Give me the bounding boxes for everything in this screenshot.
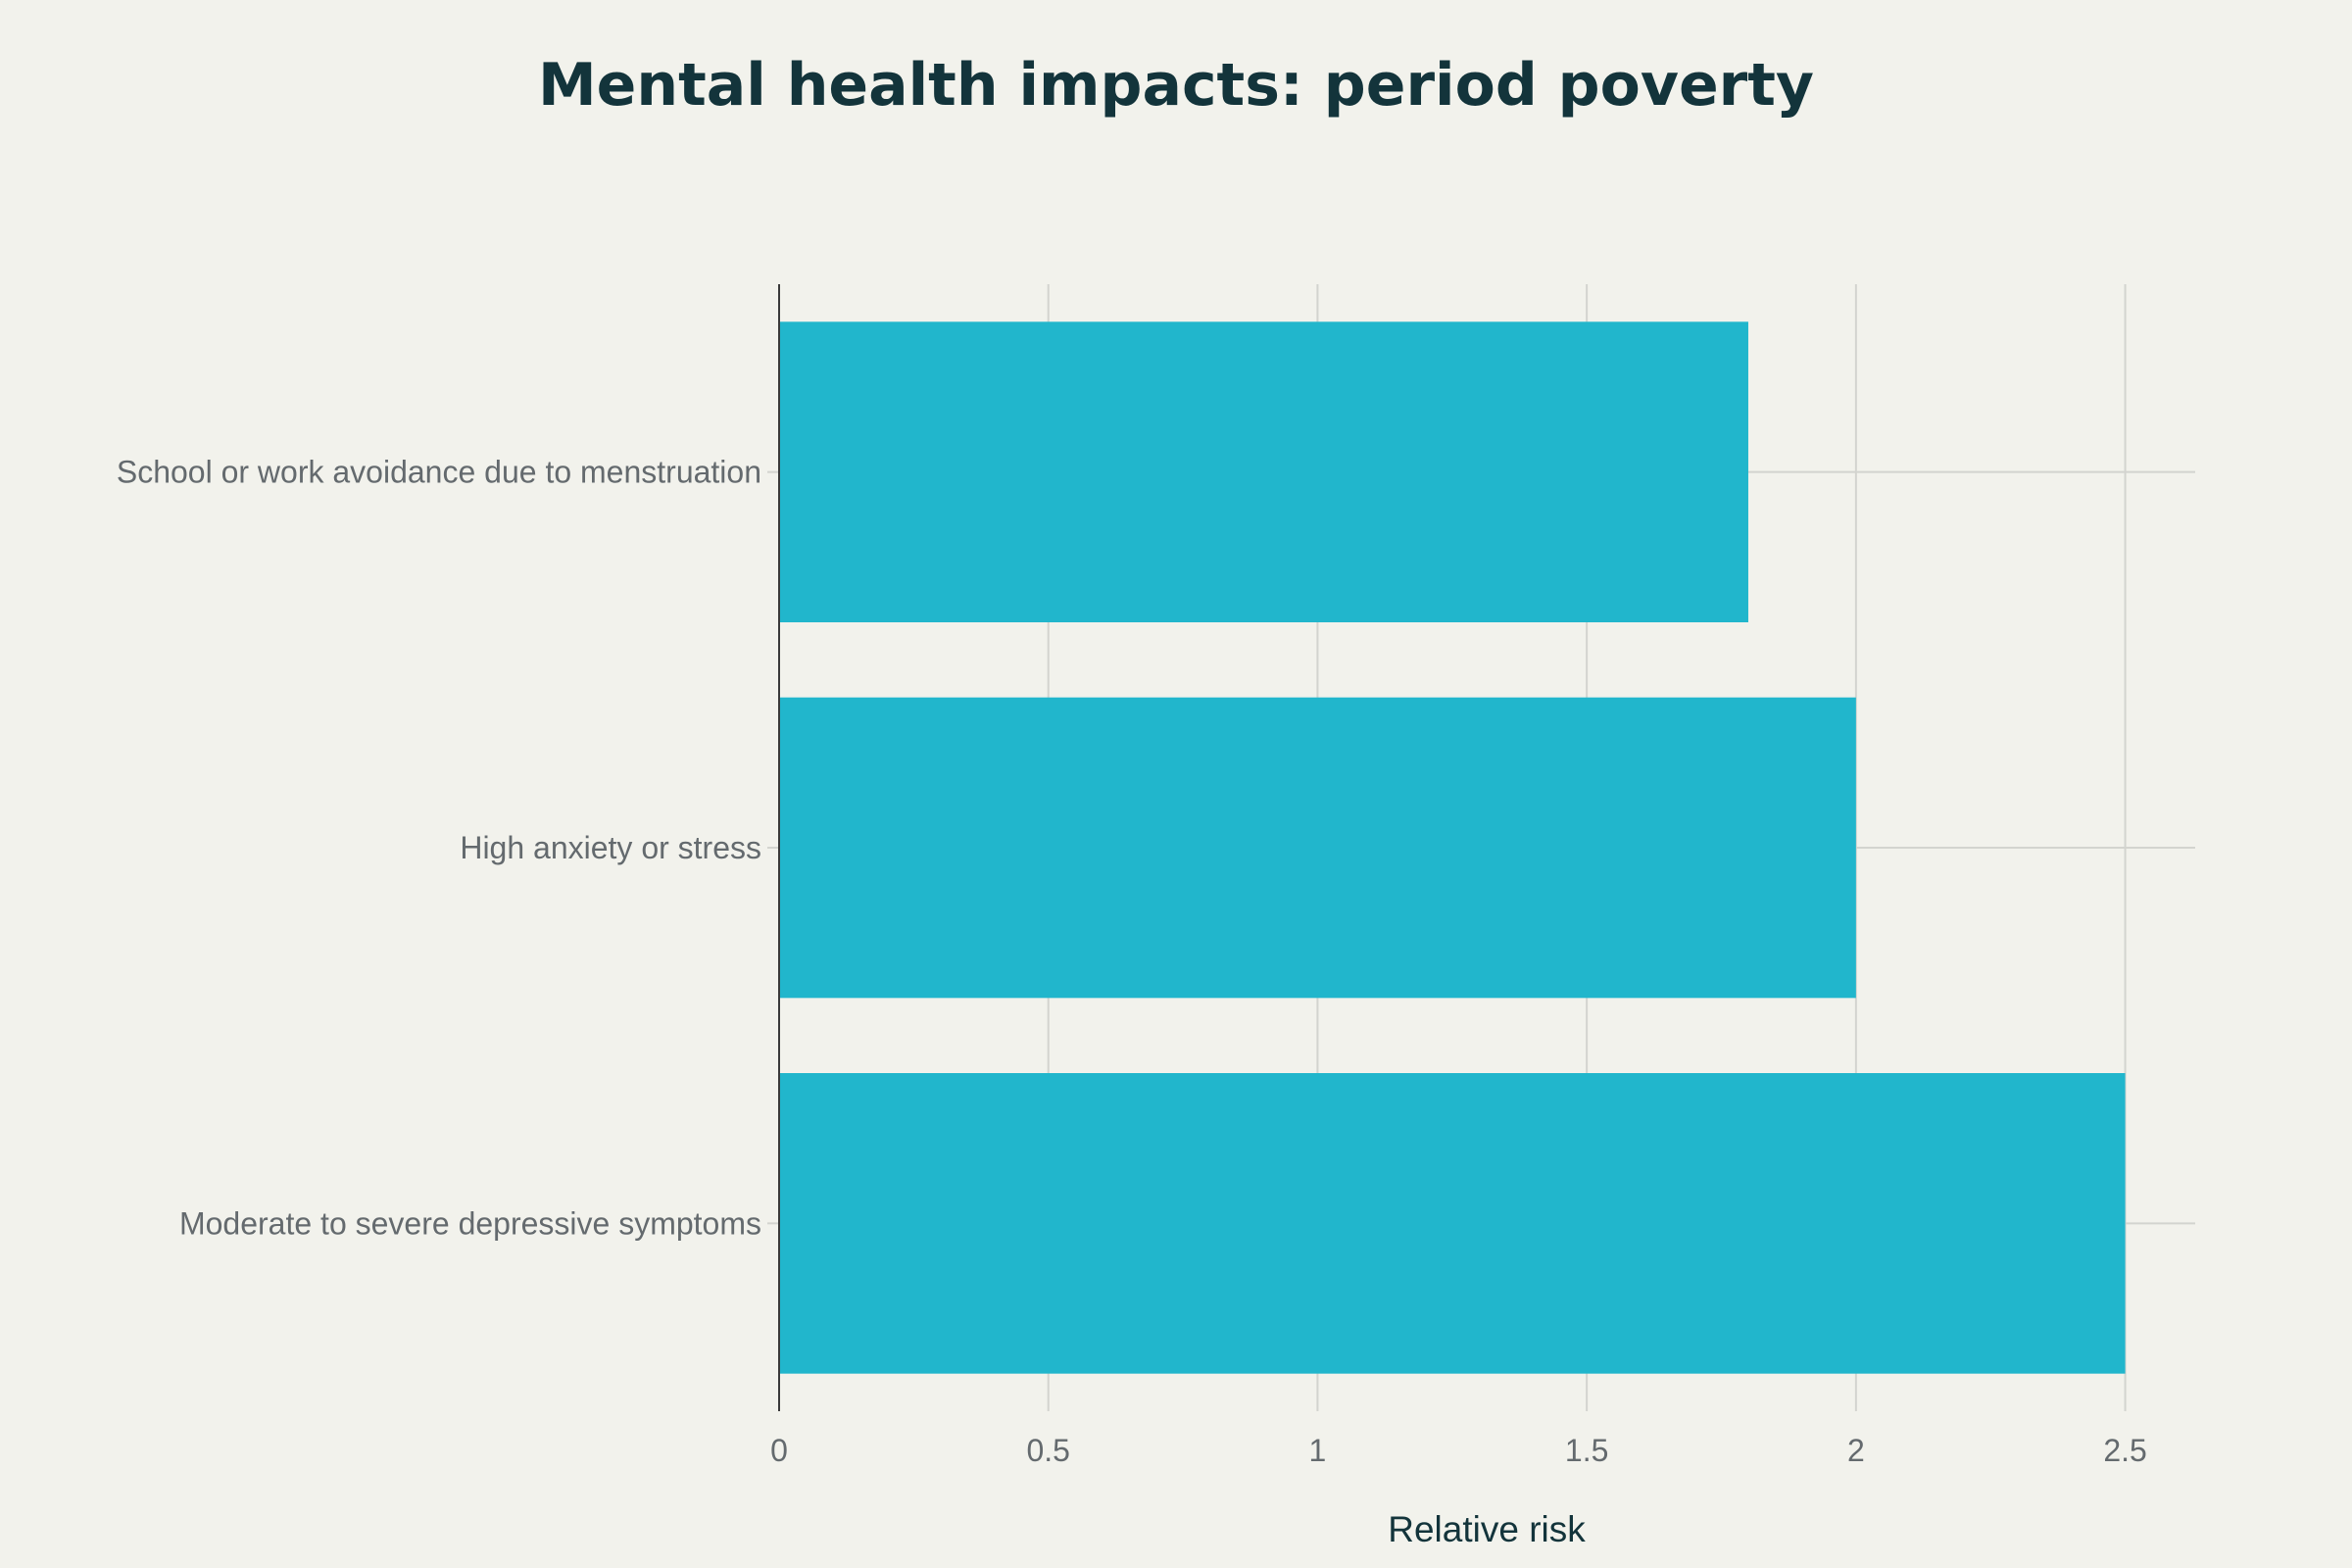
- x-tick-label: 2: [1847, 1433, 1865, 1468]
- x-tick-label: 1.5: [1565, 1433, 1608, 1468]
- x-axis-title: Relative risk: [1388, 1509, 1586, 1549]
- labels: 0 0.5 1 1.5 2 2.5 School or work avoidance due…: [117, 455, 2147, 1549]
- bar: [779, 321, 1748, 622]
- x-tick-label: 2.5: [2103, 1433, 2146, 1468]
- axes: [767, 284, 780, 1411]
- x-tick-label: 0: [770, 1433, 788, 1468]
- chart-title: Mental health impacts: period poverty: [537, 51, 1815, 120]
- y-category-label: High anxiety or stress: [460, 830, 761, 865]
- bar: [779, 1073, 2126, 1374]
- y-category-label: School or work avoidance due to menstrua…: [117, 455, 761, 490]
- y-category-label: Moderate to severe depressive symptoms: [179, 1205, 761, 1241]
- x-tick-label: 1: [1309, 1433, 1327, 1468]
- x-tick-label: 0.5: [1026, 1433, 1069, 1468]
- bars: [779, 321, 2126, 1374]
- bar: [779, 697, 1856, 999]
